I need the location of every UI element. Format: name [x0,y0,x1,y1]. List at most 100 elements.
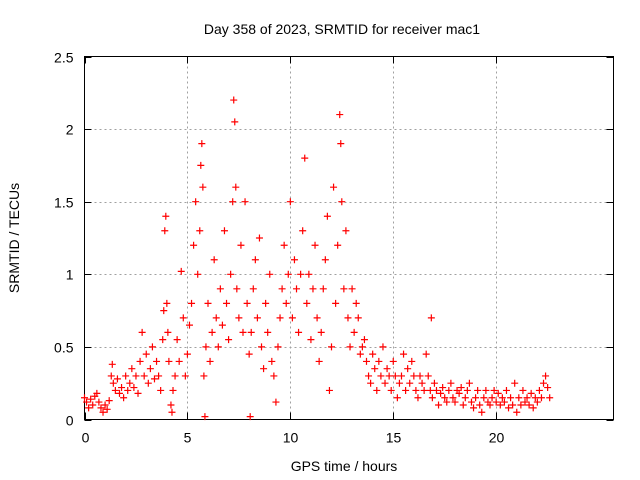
data-point [109,379,117,387]
data-point [451,398,459,406]
data-point [443,398,451,406]
data-point [124,386,132,394]
data-point [430,379,438,387]
data-point [196,227,204,235]
data-point [408,357,416,365]
data-point [517,401,525,409]
data-point [412,386,420,394]
data-point [397,372,405,380]
data-point [515,394,523,402]
data-point [379,343,387,351]
data-point [317,328,325,336]
data-point [427,314,435,322]
data-point [183,350,191,358]
chart-title: Day 358 of 2023, SRMTID for receiver mac… [204,21,480,37]
data-points [81,96,554,421]
data-point [533,398,541,406]
data-point [237,241,245,249]
data-point [334,241,342,249]
grid-lines [84,56,614,420]
data-point [192,198,200,206]
data-point [280,241,288,249]
data-point [540,379,548,387]
data-point [220,227,228,235]
data-point [496,401,504,409]
data-point [239,328,247,336]
data-point [375,357,383,365]
data-point [111,386,119,394]
data-point [342,227,350,235]
data-point [201,413,209,421]
data-point [164,328,172,336]
data-point [344,314,352,322]
data-point [235,314,243,322]
data-point [461,394,469,402]
data-point [160,307,168,315]
data-point [482,386,490,394]
data-point [406,379,414,387]
data-point [179,314,187,322]
data-point [507,394,515,402]
x-tick-label: 0 [82,430,90,446]
data-point [328,343,336,351]
data-point [188,299,196,307]
data-point [350,328,358,336]
plot-frame [84,56,614,420]
data-point [138,328,146,336]
data-point [146,365,154,373]
data-point [223,299,231,307]
data-point [383,365,391,373]
data-point [463,386,471,394]
data-point [122,372,130,380]
data-point [241,198,249,206]
data-point [199,183,207,191]
data-point [389,357,397,365]
data-point [126,379,134,387]
data-point [315,357,323,365]
data-point [470,404,478,412]
data-point [295,328,303,336]
data-point [509,401,517,409]
data-point [260,365,268,373]
data-point [416,372,424,380]
data-point [214,343,222,351]
data-point [457,384,465,392]
data-point [531,394,539,402]
data-point [107,372,115,380]
data-point [535,386,543,394]
data-point [142,350,150,358]
data-point [309,285,317,293]
x-tick-label: 15 [386,430,402,446]
data-point [225,336,233,344]
data-point [377,372,385,380]
data-point [319,285,327,293]
data-point [311,241,319,249]
data-point [134,389,142,397]
data-point [424,372,432,380]
data-point [544,384,552,392]
data-point [266,270,274,278]
data-point [140,372,148,380]
data-point [505,404,513,412]
data-point [197,161,205,169]
data-point [337,140,345,148]
data-point [472,394,480,402]
data-point [410,372,418,380]
data-point [85,404,93,412]
data-point [83,398,91,406]
data-point [136,357,144,365]
data-point [338,198,346,206]
x-tick-labels: 0 5 10 15 20 [82,430,505,446]
data-point [206,357,214,365]
data-point [537,394,545,402]
data-point [297,270,305,278]
data-point [208,328,216,336]
data-point [108,360,116,368]
x-tick-label: 5 [184,430,192,446]
data-point [293,285,301,293]
data-point [346,343,354,351]
data-point [93,389,101,397]
y-tick-label: 0.5 [54,340,74,356]
data-point [229,198,237,206]
data-point [159,336,167,344]
